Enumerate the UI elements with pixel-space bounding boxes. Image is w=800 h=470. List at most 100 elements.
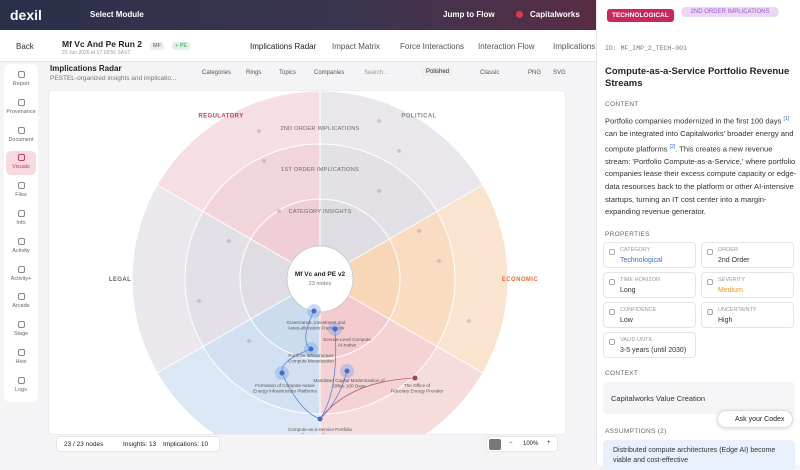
property-key: CONFIDENCE [620, 307, 657, 313]
logo[interactable]: dexil [10, 7, 42, 23]
property: VALID UNTIL 3-5 years (until 2030) [603, 332, 696, 358]
filter-button[interactable]: Topics [279, 70, 297, 76]
export-button[interactable]: PNG [528, 70, 542, 76]
tab[interactable]: Implications [553, 42, 596, 51]
node-label-line: Energy Infrastructure Platforms [253, 389, 317, 394]
property-key: ORDER [718, 247, 738, 253]
property-key: TIME HORIZON [620, 277, 661, 283]
org-select[interactable]: Capitalworks [530, 10, 580, 19]
node[interactable] [311, 308, 317, 314]
property-value: High [718, 317, 733, 324]
property: ORDER 2nd Order [701, 242, 794, 268]
filter-button[interactable]: Companies [314, 70, 345, 76]
sidebar-item[interactable]: Activity+ [6, 263, 36, 287]
ask-codex-button[interactable]: Ask your Codex [717, 410, 793, 428]
footer-stats: 23 / 23 nodes Insights: 13 Implications:… [56, 436, 220, 452]
node[interactable] [412, 375, 418, 381]
tab[interactable]: Impact Matrix [332, 42, 381, 51]
citation[interactable]: [1] [783, 116, 790, 122]
filter-button[interactable]: Categories [202, 70, 232, 76]
sidebar-label: Document [8, 136, 34, 143]
sidebar-item[interactable]: Hive [6, 346, 36, 370]
sector [320, 279, 483, 434]
property-key: UNCERTAINTY [718, 307, 757, 313]
run-title: Mf Vc And Pe Run 2 [62, 39, 142, 49]
node[interactable] [377, 119, 381, 123]
icon [17, 210, 25, 217]
node[interactable] [437, 259, 441, 263]
item-id: ID: MF_IMP_2_TECH-003 [605, 45, 687, 52]
sidebar-item[interactable]: Provenance [6, 96, 36, 120]
node[interactable] [397, 149, 401, 153]
tab[interactable]: Force Interactions [400, 42, 465, 51]
node-label-line: Formation of Compute-native [255, 383, 315, 388]
sidebar-item[interactable]: Arcade [6, 290, 36, 314]
icon [707, 279, 713, 285]
sidebar-item[interactable]: Activity [6, 235, 36, 259]
sidebar-item[interactable]: Logs [6, 374, 36, 398]
node[interactable] [377, 189, 381, 193]
sidebar-item[interactable]: Files [6, 179, 36, 203]
property-value: 3-5 years (until 2030) [620, 347, 687, 354]
text: . This creates a new revenue stream: 'Po… [605, 144, 797, 217]
sidebar-item[interactable]: Report [6, 68, 36, 92]
icon [17, 126, 25, 134]
center-title: Mf Vc and PE v2 [295, 271, 346, 278]
sector [320, 211, 455, 347]
node[interactable] [467, 319, 471, 323]
node[interactable] [227, 239, 231, 243]
node-label-line: Fiduciary Energy Provider [391, 389, 444, 394]
node[interactable] [277, 209, 281, 213]
icon [17, 182, 25, 190]
search-input[interactable]: Search... [364, 70, 389, 76]
section-heading: ASSUMPTIONS (2) [605, 428, 667, 435]
sidebar-item[interactable]: Document [6, 124, 36, 148]
sidebar-label: Activity+ [10, 275, 32, 282]
sidebar-item[interactable]: Info [6, 207, 36, 231]
node[interactable] [308, 346, 314, 352]
node[interactable] [279, 370, 285, 376]
node[interactable] [317, 416, 323, 422]
implication-count: Implications: 10 [163, 441, 209, 448]
center-circle [286, 245, 354, 313]
sidebar-label: Logs [15, 386, 27, 393]
node[interactable] [262, 159, 266, 163]
zoom-controls: − 100% + [486, 436, 558, 452]
back-button[interactable]: Back [16, 42, 34, 51]
zoom-in[interactable]: + [547, 440, 551, 446]
detail-panel: TECHNOLOGICAL 2ND ORDER IMPLICATIONS ID:… [596, 0, 800, 470]
node[interactable] [247, 339, 251, 343]
fit-button[interactable] [489, 439, 501, 450]
style-toggle[interactable]: Polished [422, 68, 454, 76]
export-button[interactable]: SVG [553, 70, 566, 76]
filter-button[interactable]: Rings [246, 70, 262, 76]
jump-to-flow[interactable]: Jump to Flow [443, 10, 495, 19]
node[interactable] [197, 299, 201, 303]
module-select[interactable]: Select Module [90, 10, 144, 19]
node[interactable] [344, 368, 350, 374]
zoom-out[interactable]: − [509, 440, 513, 446]
sidebar-label: Activity [12, 247, 30, 254]
icon [17, 98, 25, 106]
section-heading: CONTENT [605, 101, 639, 108]
node-label: Compute-as-a-Service Portfolio Revenue St… [288, 427, 353, 435]
sector [203, 144, 320, 279]
citation[interactable]: [2] [669, 143, 676, 150]
property: CATEGORY Technological [603, 242, 696, 268]
tab[interactable]: Interaction Flow [478, 42, 535, 51]
sidebar-item[interactable]: Stage [6, 318, 36, 342]
icon [17, 349, 25, 356]
style-toggle[interactable]: Classic [480, 70, 500, 76]
tab[interactable]: Implications Radar [250, 42, 317, 51]
node[interactable] [417, 229, 421, 233]
nav-bar: Back Mf Vc And Pe Run 2 23 Jun 2026 at 1… [0, 30, 596, 62]
node[interactable] [257, 129, 261, 133]
context-box: Capitalworks Value Creation [603, 382, 795, 414]
sidebar-item[interactable]: Visuals [6, 151, 36, 176]
insight-count: Insights: 13 [123, 441, 157, 448]
node[interactable] [332, 326, 338, 332]
node-label: The Office of Fiduciary Energy Provider [391, 383, 444, 394]
icon [609, 339, 615, 345]
node-label-line: Compute Monetization [288, 359, 334, 364]
tag: MF [150, 42, 164, 50]
